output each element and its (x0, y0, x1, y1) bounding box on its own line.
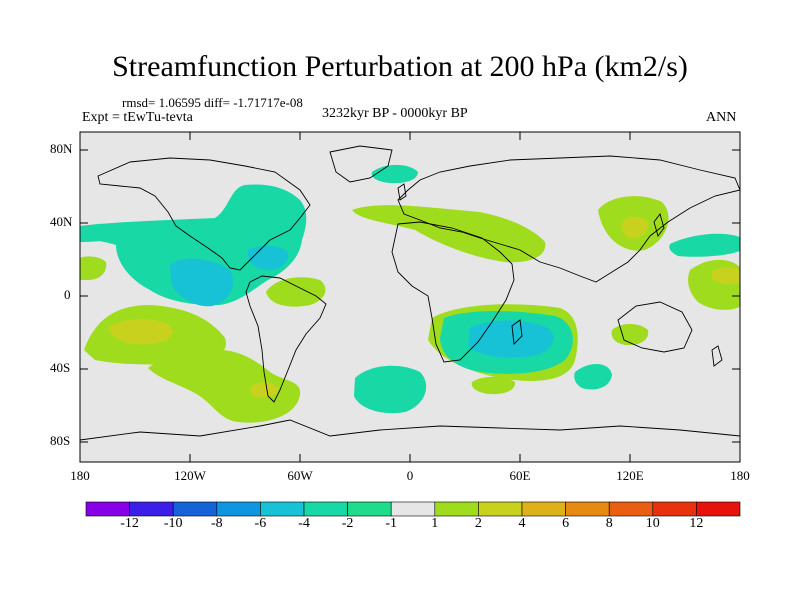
colorbar-label: -8 (210, 516, 223, 531)
british-isles-coastline (397, 183, 407, 201)
colorbar-swatch (696, 501, 741, 517)
positive-anomaly-region (148, 350, 301, 423)
lon-label-180e: 180 (730, 468, 750, 483)
season-label: ANN (706, 110, 737, 125)
colorbar-swatch (478, 501, 523, 517)
lon-label-180w: 180 (70, 468, 90, 483)
colorbar-swatch (521, 501, 566, 517)
colorbar-swatch (434, 501, 479, 517)
positive-anomaly-region (621, 216, 649, 239)
colorbar-label: 4 (518, 516, 526, 531)
positive-anomaly-region (352, 205, 546, 263)
colorbar-label: 2 (474, 516, 482, 531)
negative-anomaly-region (574, 364, 612, 390)
negative-anomaly-region (80, 184, 307, 306)
antarctica-coastline (80, 419, 740, 441)
colorbar-swatch (608, 501, 654, 517)
colorbar (85, 501, 741, 517)
negative-anomaly-region (80, 229, 116, 242)
colorbar-swatch (216, 501, 261, 517)
colorbar-swatch (303, 501, 348, 517)
positive-anomaly-region (80, 256, 107, 280)
lon-label-60w: 60W (287, 468, 313, 483)
negative-anomaly-region (170, 258, 234, 307)
positive-anomaly-region (266, 277, 326, 307)
colorbar-label: 1 (431, 516, 439, 531)
colorbar-label: -2 (341, 516, 354, 531)
negative-anomaly-region (354, 365, 427, 414)
anomaly-contours (80, 164, 740, 423)
experiment-label: Expt = tEwTu-tevta (82, 110, 193, 125)
negative-anomaly-region (669, 233, 740, 257)
colorbar-swatch (390, 501, 436, 517)
japan-coastline (653, 213, 665, 237)
colorbar-label: 10 (645, 516, 660, 531)
negative-anomaly-region (468, 320, 554, 358)
colorbar-label: -1 (385, 516, 398, 531)
greenland-coastline (329, 145, 393, 183)
colorbar-swatch (347, 501, 392, 517)
colorbar-swatch (565, 501, 610, 517)
australia-coastline (617, 301, 693, 353)
colorbar-label: -12 (120, 516, 139, 531)
axis-ticks (80, 132, 740, 462)
colorbar-label: 12 (689, 516, 704, 531)
africa-coastline (391, 221, 515, 363)
lon-label-0: 0 (406, 468, 414, 483)
positive-anomaly-region (250, 382, 279, 398)
colorbar-swatch (652, 501, 697, 517)
colorbar-label: 8 (605, 516, 613, 531)
lon-label-120w: 120W (174, 468, 206, 483)
north-america-coastline (97, 157, 311, 271)
positive-anomaly-region (471, 376, 516, 395)
time-period-label: 3232kyr BP - 0000kyr BP (322, 106, 468, 121)
coastlines (80, 145, 740, 441)
south-america-coastline (245, 275, 327, 403)
lat-label-0: 0 (64, 287, 71, 302)
positive-anomaly-region (712, 267, 740, 285)
lat-label-80n: 80N (50, 141, 73, 156)
colorbar-swatch (85, 501, 130, 517)
lon-label-60e: 60E (509, 468, 531, 483)
colorbar-label: 6 (562, 516, 570, 531)
lat-label-40s: 40S (50, 360, 71, 375)
colorbar-label: -6 (254, 516, 267, 531)
map-title: Streamfunction Perturbation at 200 hPa (… (112, 50, 688, 83)
colorbar-label: -10 (163, 516, 183, 531)
europe-asia-coastline (397, 155, 740, 283)
colorbar-swatch (172, 501, 218, 517)
madagascar-coastline (511, 319, 523, 345)
lat-label-40n: 40N (50, 214, 73, 229)
colorbar-label: -4 (298, 516, 310, 531)
rmsd-diff-stats: rmsd= 1.06595 diff= -1.71717e-08 (122, 95, 303, 110)
colorbar-swatch (260, 501, 305, 517)
new-zealand-coastline (711, 345, 723, 367)
lat-label-80s: 80S (50, 433, 71, 448)
colorbar-swatch (129, 501, 174, 517)
positive-anomaly-region (108, 319, 173, 345)
lon-label-120e: 120E (616, 468, 644, 483)
